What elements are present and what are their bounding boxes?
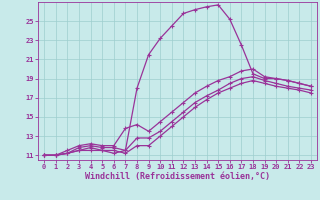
- X-axis label: Windchill (Refroidissement éolien,°C): Windchill (Refroidissement éolien,°C): [85, 172, 270, 181]
